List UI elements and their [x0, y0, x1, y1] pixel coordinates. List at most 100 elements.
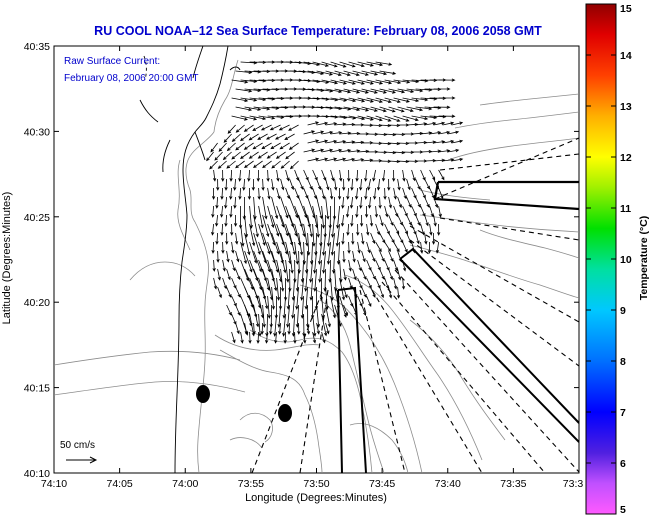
current-vector — [300, 295, 305, 319]
current-vector — [388, 268, 393, 281]
annotation-line-1: Raw Surface Current: — [64, 56, 160, 67]
x-axis: 74:10 74:05 74:00 73:55 73:50 73:45 73:40 73:35… — [41, 46, 583, 490]
current-vector — [321, 130, 334, 135]
current-vector — [283, 331, 287, 344]
current-vector — [251, 178, 255, 191]
current-vector — [307, 214, 313, 238]
current-vector — [357, 241, 361, 254]
current-vector — [370, 232, 376, 245]
colorbar-tick-label: 13 — [620, 101, 632, 113]
current-vector — [247, 187, 252, 200]
current-vector — [249, 115, 267, 121]
current-vector — [235, 304, 241, 316]
x-tick-label: 73:45 — [369, 478, 395, 490]
x-tick-label: 73:50 — [303, 478, 329, 490]
colorbar-tick-label: 14 — [620, 50, 632, 62]
current-vector — [269, 322, 273, 335]
y-tick-label: 40:15 — [24, 383, 50, 395]
current-vector — [249, 223, 256, 247]
current-vector — [364, 187, 368, 200]
y-axis-label: Latitude (Degrees:Minutes) — [1, 192, 13, 325]
current-vector — [321, 61, 338, 68]
current-vector — [357, 79, 374, 85]
scale-label: 50 cm/s — [60, 440, 95, 451]
current-vector — [343, 106, 361, 112]
current-vector — [276, 187, 281, 200]
current-vector — [215, 214, 219, 227]
current-vector — [343, 304, 349, 317]
current-vector — [280, 214, 289, 237]
current-vector — [276, 169, 280, 182]
coastline — [139, 46, 241, 473]
current-vector — [275, 151, 286, 159]
current-vector — [326, 241, 331, 265]
current-vector — [384, 97, 401, 103]
current-vector — [244, 106, 262, 111]
current-vector — [375, 97, 392, 104]
current-vector — [239, 133, 250, 142]
current-vector — [393, 241, 400, 253]
current-vector — [396, 286, 401, 299]
current-vector — [242, 178, 246, 191]
current-vector — [312, 130, 325, 135]
current-vector — [397, 178, 401, 191]
current-vector — [375, 223, 380, 236]
x-tick-label: 73:40 — [435, 478, 461, 490]
current-vector — [420, 115, 438, 120]
current-vector — [240, 97, 258, 102]
current-vector — [321, 205, 326, 229]
current-vector — [224, 178, 228, 191]
current-vector — [211, 205, 215, 218]
current-vector — [397, 214, 403, 226]
current-vector — [343, 88, 361, 94]
current-vector — [217, 160, 227, 169]
current-vector — [346, 187, 350, 200]
current-vector — [271, 214, 280, 237]
colorbar-tick-label: 7 — [620, 407, 626, 419]
current-vector — [257, 151, 268, 159]
current-vector — [216, 250, 220, 263]
current-vector — [420, 223, 425, 236]
current-vector — [253, 232, 261, 255]
current-vector — [402, 115, 419, 122]
current-vector — [348, 97, 366, 103]
colorbar-tick-label: 9 — [620, 305, 626, 317]
current-vector — [280, 160, 290, 169]
current-vector — [424, 178, 430, 190]
colorbar-ticks: 15 14 13 12 11 10 9 8 7 6 5 — [586, 3, 632, 516]
current-vector — [402, 169, 406, 182]
current-vector — [266, 169, 270, 182]
current-vector — [262, 304, 266, 328]
current-vector — [329, 187, 334, 200]
current-vector — [451, 139, 464, 144]
current-vector — [307, 70, 325, 75]
current-vector — [267, 205, 275, 229]
current-vector — [355, 169, 359, 182]
x-tick-label: 73:35 — [500, 478, 526, 490]
current-vector — [322, 232, 326, 256]
current-vector — [424, 214, 429, 227]
current-vector — [366, 223, 370, 236]
x-tick-label: 74:05 — [106, 478, 132, 490]
current-vector — [316, 214, 320, 238]
map-layer — [54, 46, 579, 473]
current-vector — [307, 121, 320, 126]
current-vector — [361, 304, 367, 317]
current-vector — [348, 61, 365, 68]
current-vector — [271, 286, 276, 310]
current-vector — [415, 214, 421, 226]
current-vector — [280, 178, 285, 191]
current-vector — [253, 250, 262, 273]
current-vector — [447, 130, 460, 135]
current-vector — [330, 97, 348, 102]
current-vector — [318, 241, 322, 265]
current-vector — [316, 139, 329, 144]
current-vector — [424, 232, 428, 245]
current-vector — [429, 223, 433, 236]
current-vector — [359, 178, 363, 191]
current-vector — [451, 157, 464, 162]
current-vector — [334, 70, 351, 77]
current-vector — [379, 268, 385, 280]
current-vector — [352, 158, 365, 162]
current-vector — [393, 205, 399, 218]
